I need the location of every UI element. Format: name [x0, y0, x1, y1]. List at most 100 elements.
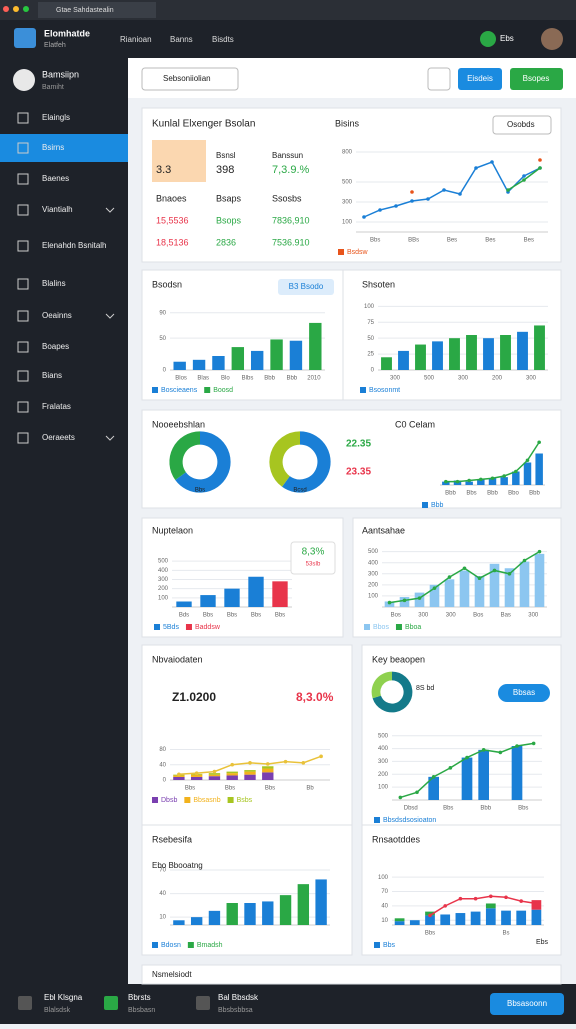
legend-label: 5Bds: [163, 624, 179, 631]
x-tick-label: Bds: [179, 613, 189, 619]
legend-swatch: [187, 942, 194, 948]
bar: [483, 338, 494, 370]
nav-item[interactable]: Bsirns: [42, 143, 64, 152]
nav-item[interactable]: Blalins: [42, 279, 66, 288]
bar: [248, 576, 264, 607]
legend-label: Dbsb: [161, 797, 177, 804]
table-cell: 3.3: [156, 164, 171, 176]
bar: [226, 771, 238, 774]
x-tick-label: Bb: [306, 786, 314, 792]
nav-icon: [17, 310, 29, 322]
active-item: [0, 134, 128, 162]
footer-icon: [196, 996, 210, 1010]
bar: [455, 913, 466, 925]
x-tick-label: Bbs: [425, 931, 435, 937]
search-button[interactable]: [427, 67, 451, 91]
bar: [190, 774, 203, 777]
bar: [500, 335, 511, 370]
nav-item[interactable]: Baenes: [42, 174, 69, 183]
nav-item[interactable]: Bians: [42, 371, 62, 380]
bar: [488, 478, 497, 485]
nav-link[interactable]: Bisdts: [212, 35, 234, 44]
legend-label: Bmadsh: [197, 942, 223, 949]
bar: [297, 884, 310, 925]
tab[interactable]: [38, 2, 156, 18]
y-tick-label: 400: [368, 560, 379, 566]
y-tick-label: 10: [159, 915, 166, 921]
dot: [23, 6, 29, 12]
pie-slice: [372, 671, 413, 713]
footer-title[interactable]: Bal Bbsdsk: [218, 993, 259, 1002]
dropdown[interactable]: [492, 115, 552, 135]
y-tick-label: 300: [378, 759, 389, 765]
callout-text: 8,3%: [302, 547, 325, 558]
button[interactable]: [498, 684, 550, 702]
x-tick-label: Blo: [221, 376, 230, 382]
x-tick-label: Bbs: [251, 613, 261, 619]
nav-icon: [17, 370, 29, 382]
nav-icon: [17, 278, 29, 290]
legend-swatch: [338, 249, 344, 255]
bar: [394, 918, 405, 922]
footer-icon: [18, 996, 32, 1010]
nav-icon: [17, 204, 29, 216]
x-tick-label: 300: [390, 376, 401, 382]
bar: [523, 462, 532, 485]
bar: [512, 471, 520, 485]
table-cell: 7836,910: [272, 215, 310, 225]
bar: [262, 766, 274, 769]
table-header: Bsnsl: [216, 151, 236, 160]
bar: [262, 768, 274, 773]
legend-label: Bbs: [383, 942, 396, 949]
nav-item[interactable]: Elenahdn Bsnitalh: [42, 241, 107, 250]
x-tick-label: Bbs: [203, 613, 213, 619]
y-tick-label: 0: [163, 778, 167, 784]
nav-item[interactable]: Fralatas: [42, 402, 71, 411]
x-tick-label: Blos: [175, 376, 187, 382]
footer-button[interactable]: [490, 993, 564, 1015]
search-box[interactable]: [141, 67, 239, 91]
nav-icon: [17, 341, 29, 353]
pie-slice: [282, 431, 331, 493]
x-tick-label: Bbs: [275, 613, 285, 619]
table-cell: 7,3.9.%: [272, 164, 310, 176]
x-tick-label: Bbs: [466, 491, 476, 497]
nav-item[interactable]: Boapes: [42, 342, 69, 351]
sidebar: [0, 58, 128, 984]
chevron: [105, 435, 115, 441]
legend-swatch: [364, 624, 370, 630]
y-tick-label: 40: [159, 762, 166, 768]
footer: [0, 984, 576, 1024]
legend-label: Bsosonmt: [369, 387, 400, 394]
date-label: Ebs: [536, 939, 549, 946]
nav-item[interactable]: Elaingls: [42, 113, 70, 122]
y-tick-label: 100: [368, 594, 379, 600]
y-tick-label: 0: [163, 368, 167, 374]
footer-title[interactable]: Ebl Klsgna: [44, 993, 83, 1002]
avatar[interactable]: [541, 28, 563, 50]
bar: [489, 563, 500, 607]
y-tick-label: 200: [158, 586, 169, 592]
footer-title[interactable]: Bbrsts: [128, 993, 151, 1002]
bar: [516, 910, 527, 925]
button[interactable]: [510, 68, 563, 90]
y-tick-label: 300: [342, 200, 353, 206]
bar: [208, 910, 221, 925]
x-tick-label: 500: [424, 376, 435, 382]
profile-sub: Bamiht: [42, 84, 64, 91]
button-label: Eisdeis: [467, 74, 493, 83]
bar: [534, 325, 545, 370]
nav-link[interactable]: Rianioan: [120, 35, 152, 44]
bar: [173, 920, 185, 925]
button[interactable]: [458, 68, 502, 90]
nav-item[interactable]: Oeainns: [42, 311, 72, 320]
bar: [459, 570, 470, 607]
legend-label: Bsbs: [237, 797, 253, 804]
nav-item[interactable]: Oeraeets: [42, 433, 75, 442]
chart-title: Rnsaotddes: [372, 834, 421, 844]
panel: [141, 964, 562, 985]
x-tick-label: Bas: [501, 613, 511, 619]
nav-link[interactable]: Banns: [170, 35, 193, 44]
nav-item[interactable]: Viantialh: [42, 205, 73, 214]
y-tick-label: 70: [159, 868, 166, 874]
